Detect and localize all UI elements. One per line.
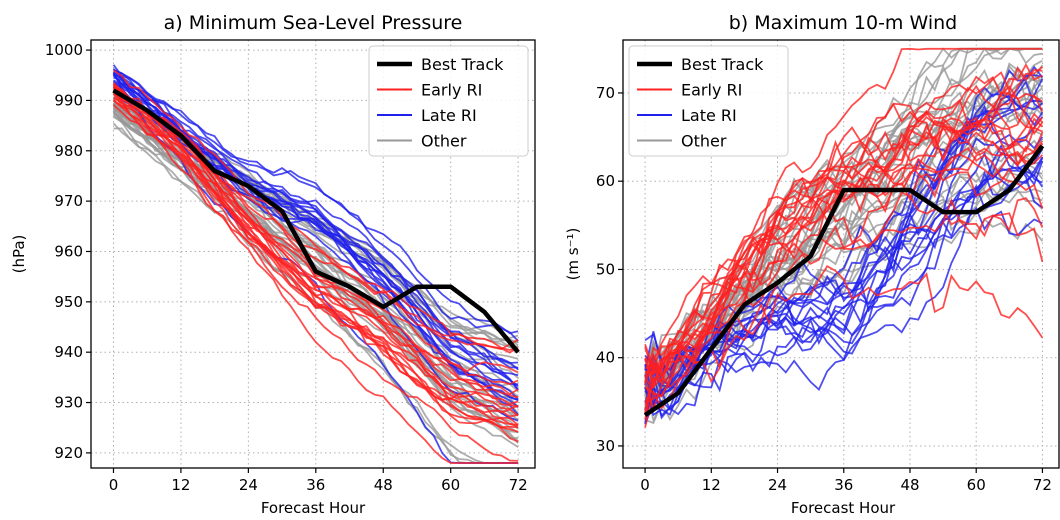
x-tick-label: 24 [768, 476, 787, 494]
y-tick-label: 60 [596, 172, 615, 190]
panel-a-best-track [112, 88, 520, 354]
ensemble-member-line-late-ri [113, 73, 519, 401]
x-tick-label: 0 [640, 476, 650, 494]
ensemble-member-line-late-ri [644, 151, 1043, 416]
legend-label: Early RI [421, 81, 482, 100]
legend-label: Other [421, 132, 467, 151]
y-tick-label: 930 [54, 394, 83, 412]
best-track-line [643, 144, 1045, 417]
x-tick-label: 60 [967, 476, 986, 494]
ensemble-member-line-early-ri [112, 99, 519, 417]
legend-label: Other [681, 132, 727, 151]
panel-a-ylabel: (hPa) [10, 235, 28, 274]
ensemble-member-line-early-ri [644, 111, 1044, 383]
legend-label: Best Track [421, 55, 504, 74]
ensemble-member-line-early-ri [112, 91, 519, 418]
panel-a-frame [90, 39, 536, 469]
ensemble-member-line-late-ri [644, 133, 1044, 401]
legend-label: Best Track [681, 55, 764, 74]
ensemble-member-line-early-ri [112, 90, 519, 464]
x-tick-label: 36 [306, 476, 325, 494]
x-tick-label: 60 [441, 476, 460, 494]
x-tick-label: 36 [834, 476, 853, 494]
y-tick-label: 970 [54, 192, 83, 210]
ensemble-member-line-early-ri [644, 66, 1043, 390]
y-tick-label: 50 [596, 260, 615, 278]
panel-a-legend: Best Track Early RI Late RI Other [368, 45, 529, 157]
ensemble-member-line-early-ri [112, 89, 519, 386]
panel-b-ticks: 0 12 24 36 48 60 72 30 40 50 60 70 [596, 84, 1052, 494]
x-tick-label: 0 [109, 476, 119, 494]
y-tick-label: 940 [54, 343, 83, 361]
y-tick-label: 980 [54, 142, 83, 160]
x-tick-label: 24 [239, 476, 258, 494]
ensemble-member-line-early-ri [644, 47, 1043, 374]
panel-b-xlabel: Forecast Hour [791, 499, 896, 517]
x-tick-label: 72 [509, 476, 528, 494]
x-tick-label: 12 [171, 476, 190, 494]
panel-b-legend-box [628, 45, 789, 157]
x-tick-label: 12 [702, 476, 721, 494]
panel-a-pressure-chart: a) Minimum Sea-Level Pressure 0 12 24 36 48 6… [10, 12, 536, 517]
y-tick-label: 70 [596, 84, 615, 102]
y-tick-label: 960 [54, 242, 83, 260]
ensemble-member-line-early-ri [644, 62, 1043, 376]
ensemble-member-line-early-ri [112, 86, 519, 351]
ensemble-member-line-early-ri [644, 191, 1044, 411]
y-tick-label: 1000 [45, 41, 83, 59]
panel-b-legend: Best Track Early RI Late RI Other [628, 45, 789, 157]
panel-a-xlabel: Forecast Hour [261, 499, 366, 517]
ensemble-member-line-late-ri [113, 69, 519, 342]
x-tick-label: 48 [900, 476, 919, 494]
panel-b-best-track [643, 144, 1045, 417]
ensemble-member-line-late-ri [112, 64, 519, 335]
panel-b-ylabel: (m s⁻¹) [564, 228, 582, 281]
ensemble-member-line-late-ri [644, 74, 1043, 370]
ensemble-member-line-early-ri [644, 157, 1044, 383]
ensemble-member-line-early-ri [644, 89, 1044, 413]
best-track-line [112, 88, 520, 354]
panel-b-wind-chart: b) Maximum 10-m Wind 0 12 24 36 48 60 72 30 40 50… [564, 12, 1060, 517]
legend-label: Early RI [681, 81, 742, 100]
x-tick-label: 72 [1033, 476, 1052, 494]
panel-b-title: b) Maximum 10-m Wind [729, 12, 958, 34]
panel-a-ticks: 0 12 24 36 48 60 72 920 930 940 950 960 970 980 990 100… [45, 41, 528, 494]
y-tick-label: 30 [596, 437, 615, 455]
ensemble-member-line-early-ri [644, 146, 1044, 389]
legend-label: Late RI [421, 106, 477, 125]
y-tick-label: 950 [54, 293, 83, 311]
y-tick-label: 40 [596, 349, 615, 367]
x-tick-label: 48 [374, 476, 393, 494]
ensemble-member-line-early-ri [113, 96, 519, 462]
y-tick-label: 920 [54, 444, 83, 462]
panel-a-series [112, 64, 519, 464]
ensemble-member-line-early-ri [112, 69, 519, 351]
y-tick-label: 990 [54, 91, 83, 109]
ensemble-member-line-early-ri [113, 86, 519, 405]
panel-b-frame [622, 39, 1060, 469]
ensemble-member-line-late-ri [113, 76, 519, 391]
panel-a-legend-box [368, 45, 529, 157]
legend-label: Late RI [681, 106, 737, 125]
panel-a-title: a) Minimum Sea-Level Pressure [164, 12, 463, 34]
